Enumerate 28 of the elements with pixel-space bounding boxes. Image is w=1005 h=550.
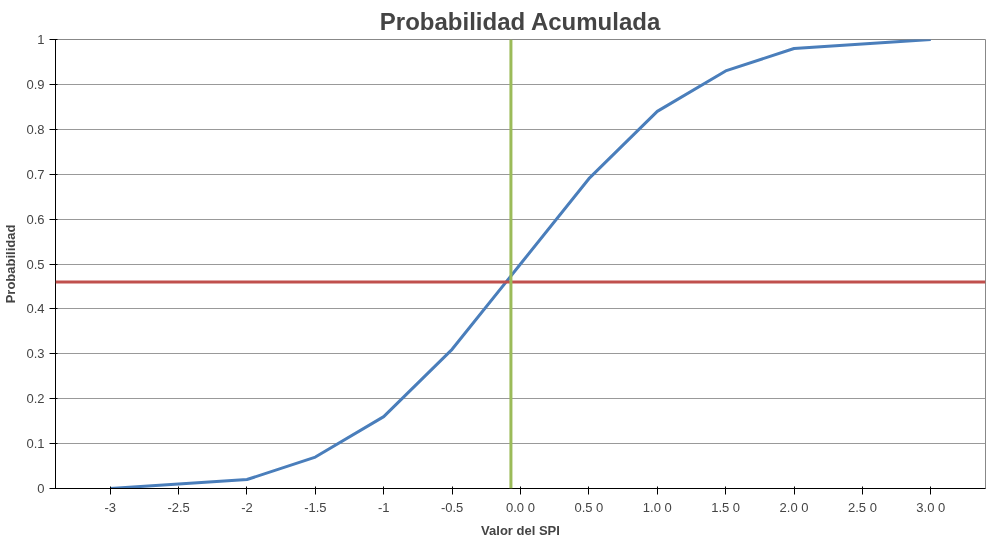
y-tick-label: 0.9: [26, 76, 45, 92]
x-tick-label: 2.0 0: [779, 499, 809, 515]
y-tick-label: 0.8: [26, 121, 45, 137]
x-axis-title: Valor del SPI: [481, 522, 560, 538]
y-tick-label: 0.2: [26, 391, 45, 407]
y-tick-label: 0.4: [26, 301, 45, 317]
y-tick-label: 0: [37, 481, 45, 496]
x-tick-label: 0.5 0: [574, 499, 604, 515]
x-tick-label: 2.5 0: [847, 499, 877, 515]
x-tick-label: -1.5: [304, 499, 327, 515]
x-tick-label: -0.5: [440, 499, 464, 515]
x-tick-label: 0.0 0: [506, 499, 535, 515]
x-tick-label: 1.0 0: [642, 499, 672, 515]
x-tick-label: -2.5: [167, 499, 190, 515]
y-tick-label: 0.5: [26, 256, 45, 272]
chart-title: Probabilidad Acumulada: [379, 7, 661, 35]
x-tick-label: 1.5 0: [711, 499, 741, 515]
x-tick-label: -1: [377, 499, 390, 515]
line-series: [108, 39, 933, 489]
x-tick-label: 3.0 0: [916, 499, 946, 515]
y-tick-label: 0.7: [26, 166, 45, 182]
y-axis-title: Probabilidad: [3, 224, 19, 304]
x-tick-label: -2: [241, 499, 253, 515]
x-tick-label: -3: [104, 499, 116, 515]
y-tick-label: 0.1: [26, 436, 45, 452]
y-tick-label: 0.3: [26, 346, 45, 362]
y-tick-label: 1: [37, 32, 45, 47]
y-tick-label: 0.6: [26, 211, 45, 227]
